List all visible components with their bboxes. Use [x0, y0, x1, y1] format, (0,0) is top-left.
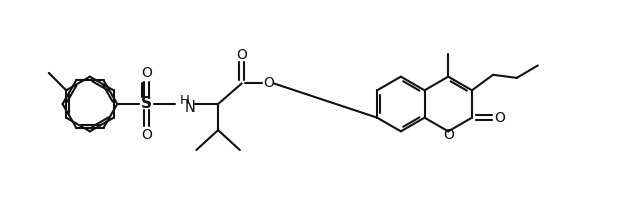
Text: O: O: [141, 66, 152, 80]
Text: S: S: [141, 97, 152, 111]
Text: O: O: [443, 128, 454, 142]
Text: O: O: [263, 77, 274, 90]
Text: H: H: [180, 94, 189, 107]
Text: O: O: [236, 48, 247, 62]
Text: O: O: [141, 128, 152, 142]
Text: N: N: [185, 100, 196, 115]
Text: O: O: [494, 111, 505, 125]
